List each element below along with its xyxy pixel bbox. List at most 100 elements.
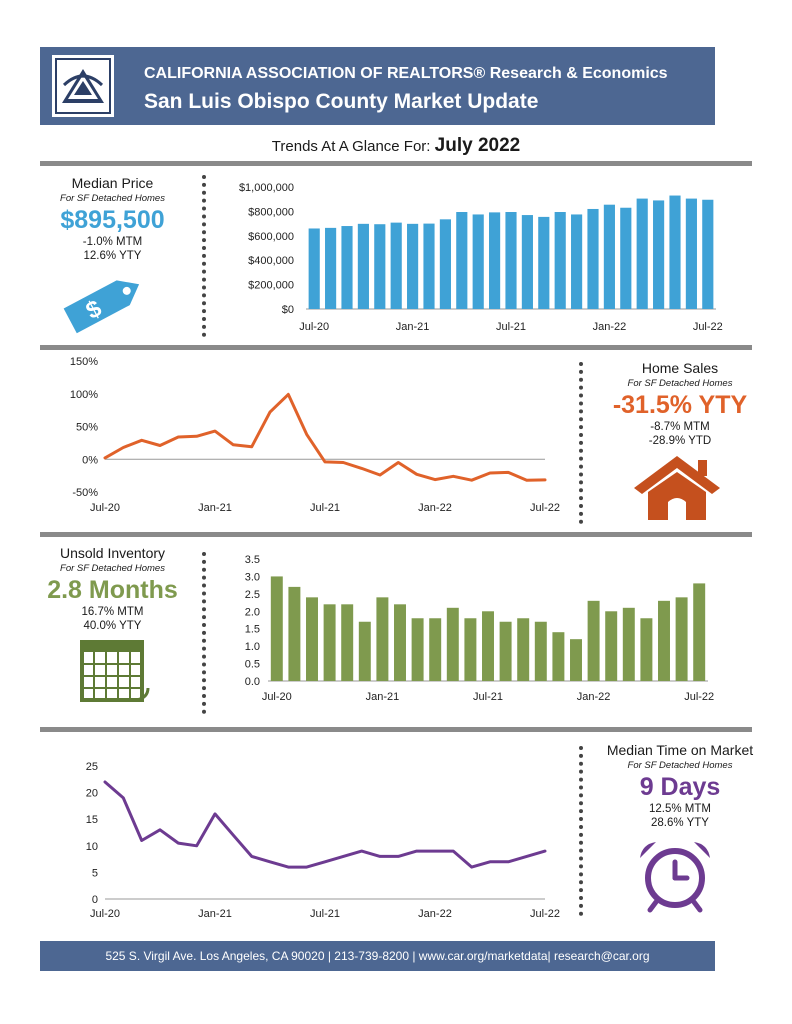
divider-2 <box>40 345 752 350</box>
home-sales-title: Home Sales <box>641 360 719 376</box>
median-price-x-tick-label: Jul-20 <box>299 321 329 333</box>
home-sales-x-tick-label: Jul-21 <box>310 502 340 514</box>
home-sales-x-tick-label: Jan-21 <box>198 502 232 514</box>
unsold-inventory-bar <box>394 604 406 681</box>
median-price-x-tick-label: Jan-22 <box>593 321 627 333</box>
unsold-inventory-bar <box>306 597 318 681</box>
home-sales-y-tick-label: 50% <box>76 422 98 434</box>
dotted-separator-1 <box>202 175 206 337</box>
median-price-panel: Median Price For SF Detached Homes $895,… <box>40 175 185 263</box>
unsold-inventory-y-tick-label: 2.0 <box>245 606 260 618</box>
unsold-inventory-bar <box>270 576 283 681</box>
unsold-inventory-bar <box>587 600 600 681</box>
unsold-inventory-y-tick-label: 2.5 <box>245 589 260 601</box>
unsold-inventory-bar <box>675 597 688 681</box>
home-sales-y-tick-label: -50% <box>72 487 98 499</box>
median-price-x-tick-label: Jul-22 <box>693 321 723 333</box>
unsold-inventory-subtitle: For SF Detached Homes <box>60 563 165 574</box>
median-price-bar <box>472 214 484 309</box>
median-price-bar <box>439 219 451 309</box>
home-sales-y-tick-label: 150% <box>70 356 98 368</box>
alarm-clock-icon <box>640 842 710 913</box>
unsold-inventory-x-tick-label: Jul-20 <box>262 691 292 703</box>
median-price-bar <box>702 199 714 309</box>
unsold-inventory-bar <box>552 632 565 681</box>
home-sales-x-tick-label: Jul-22 <box>530 502 560 514</box>
median-price-x-tick-label: Jul-21 <box>496 321 526 333</box>
divider-3 <box>40 532 752 537</box>
home-sales-subtitle: For SF Detached Homes <box>627 378 733 389</box>
median-price-bar <box>308 228 320 309</box>
trends-period: July 2022 <box>434 135 521 156</box>
divider-4 <box>40 727 752 732</box>
unsold-inventory-bar <box>323 604 336 681</box>
median-price-bar <box>587 208 599 309</box>
unsold-inventory-bar <box>411 618 424 681</box>
unsold-inventory-y-tick-label: 1.5 <box>245 624 260 636</box>
trends-prefix: Trends At A Glance For: <box>271 138 435 155</box>
unsold-inventory-y-tick-label: 3.0 <box>245 571 260 583</box>
unsold-inventory-bar <box>534 621 547 681</box>
unsold-inventory-bar <box>640 618 653 681</box>
car-logo-icon <box>55 58 111 114</box>
home-sales-y-tick-label: 0% <box>82 454 98 466</box>
median-price-bar <box>374 224 386 309</box>
median-price-bar <box>341 226 353 309</box>
median-price-bar <box>390 222 402 309</box>
home-sales-ytd: -28.9% YTD <box>648 435 712 447</box>
median-price-subtitle: For SF Detached Homes <box>60 193 165 204</box>
median-price-bar <box>325 227 337 309</box>
time-on-market-x-tick-label: Jul-20 <box>90 908 120 920</box>
unsold-inventory-yty: 40.0% YTY <box>83 620 142 632</box>
time-on-market-x-tick-label: Jul-21 <box>310 908 340 920</box>
median-price-bar <box>653 200 665 309</box>
median-price-bar <box>521 215 533 309</box>
time-on-market-y-tick-label: 5 <box>92 867 98 879</box>
unsold-inventory-title: Unsold Inventory <box>59 545 166 561</box>
time-on-market-mtm: 12.5% MTM <box>649 803 711 815</box>
time-on-market-y-tick-label: 0 <box>92 894 98 906</box>
median-price-y-tick-label: $200,000 <box>248 280 294 292</box>
dotted-separator-2 <box>579 362 583 524</box>
house-icon <box>634 456 720 520</box>
header-title: San Luis Obispo County Market Update <box>144 90 539 113</box>
time-on-market-subtitle: For SF Detached Homes <box>627 760 733 771</box>
unsold-inventory-bar <box>358 621 371 681</box>
unsold-inventory-bar <box>482 611 494 681</box>
median-price-y-tick-label: $800,000 <box>248 206 294 218</box>
median-price-bar <box>456 212 468 309</box>
median-price-bar <box>636 198 648 309</box>
unsold-inventory-bar <box>499 621 512 681</box>
median-price-value: $895,500 <box>60 206 165 234</box>
median-price-bar <box>603 204 615 309</box>
unsold-inventory-bar <box>693 583 706 681</box>
footer-text: 525 S. Virgil Ave. Los Angeles, CA 90020… <box>105 949 650 963</box>
unsold-inventory-bar <box>464 618 477 681</box>
time-on-market-yty: 28.6% YTY <box>651 817 709 829</box>
dotted-separator-4 <box>579 746 583 916</box>
median-price-title: Median Price <box>71 175 154 191</box>
median-price-y-tick-label: $1,000,000 <box>239 182 294 194</box>
unsold-inventory-bar <box>446 607 459 681</box>
median-price-bar <box>538 216 550 309</box>
home-sales-value: -31.5% YTY <box>612 391 748 419</box>
time-on-market-x-tick-label: Jan-21 <box>198 908 232 920</box>
unsold-inventory-value: 2.8 Months <box>47 576 178 604</box>
time-on-market-panel: Median Time on Market For SF Detached Ho… <box>600 742 760 830</box>
median-price-y-tick-label: $0 <box>282 304 294 316</box>
home-sales-series-line <box>103 392 547 482</box>
median-price-bar <box>669 195 681 309</box>
car-logo <box>52 55 114 117</box>
median-price-bar <box>554 212 566 309</box>
median-price-bar <box>357 223 369 309</box>
unsold-inventory-bar <box>376 597 389 681</box>
dotted-separator-3 <box>202 552 206 714</box>
median-price-bar <box>407 223 419 309</box>
unsold-inventory-mtm: 16.7% MTM <box>81 606 144 618</box>
header-org: CALIFORNIA ASSOCIATION OF REALTORS® Rese… <box>144 65 668 82</box>
time-on-market-y-tick-label: 15 <box>86 814 98 826</box>
calendar-icon <box>80 640 150 702</box>
median-price-bar <box>505 212 517 309</box>
unsold-inventory-bar <box>288 586 301 681</box>
unsold-inventory-bar <box>658 600 670 681</box>
